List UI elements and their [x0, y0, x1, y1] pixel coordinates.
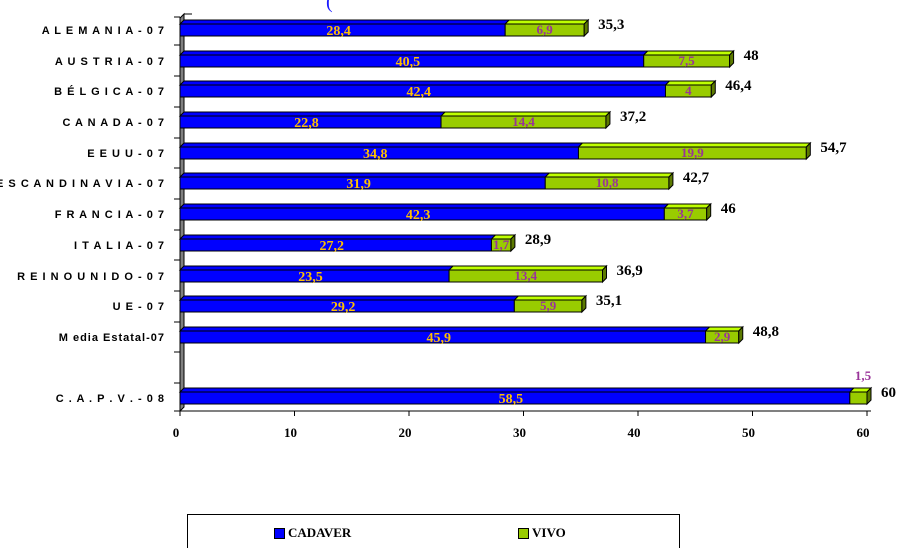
data-label-vivo: 4 [685, 83, 692, 98]
data-label-vivo: 7,5 [679, 53, 696, 68]
category-label: R E I N O U N I D O - 0 7 [17, 271, 165, 283]
data-label-total: 60 [881, 385, 896, 401]
bar-side-vivo-6 [706, 202, 712, 222]
category-label: B É L G I C A - 0 7 [54, 85, 165, 98]
category-label: E E U U - 0 7 [87, 148, 165, 160]
data-label-cadaver: 28,4 [326, 24, 351, 39]
legend-label-cadaver: CADAVER [288, 525, 352, 540]
bar-side-vivo-10 [738, 325, 744, 345]
bar-side-vivo-7 [510, 233, 516, 253]
category-label: E S C A N D I N A V I A - 0 7 [0, 178, 165, 190]
x-tick-label: 20 [399, 425, 412, 440]
data-label-vivo: 5,9 [540, 298, 557, 313]
data-label-total: 36,9 [617, 263, 643, 279]
x-tick-label: 30 [513, 425, 526, 440]
category-label: A L E M A N I A - 0 7 [42, 25, 165, 37]
data-label-vivo: 3,7 [677, 206, 694, 221]
bar-side-vivo-11 [866, 386, 872, 406]
data-label-vivo: 1,5 [855, 368, 872, 383]
data-label-cadaver: 22,8 [294, 116, 319, 131]
x-tick-label: 10 [284, 425, 297, 440]
bar-vivo-11 [849, 391, 868, 405]
data-label-vivo: 13,4 [514, 268, 537, 283]
data-label-total: 37,2 [620, 109, 646, 125]
data-label-cadaver: 42,3 [406, 208, 431, 223]
bar-side-vivo-3 [605, 110, 611, 130]
data-label-vivo: 14,4 [512, 114, 535, 129]
data-label-total: 28,9 [525, 232, 551, 248]
data-label-vivo: 10,8 [596, 175, 619, 190]
data-label-total: 46 [721, 201, 737, 217]
data-label-total: 48,8 [753, 324, 779, 340]
legend-item-vivo: VIVO [518, 525, 566, 541]
data-label-total: 42,7 [683, 170, 710, 186]
data-label-cadaver: 23,5 [298, 270, 323, 285]
data-label-vivo: 19,9 [681, 145, 704, 160]
data-label-total: 46,4 [725, 78, 752, 94]
chart-title-text: ( [326, 0, 333, 13]
x-axis: 0 10 20 30 40 50 60 [173, 410, 871, 440]
data-label-cadaver: 27,2 [319, 239, 344, 254]
data-label-cadaver: 29,2 [331, 300, 356, 315]
data-label-total: 35,1 [596, 293, 622, 309]
legend-label-vivo: VIVO [532, 525, 566, 540]
bar-side-vivo-4 [805, 141, 811, 161]
bar-side-vivo-8 [602, 264, 608, 284]
category-label: M edia Estatal-07 [59, 332, 165, 344]
bar-side-vivo-5 [668, 171, 674, 191]
data-label-cadaver: 40,5 [396, 55, 421, 70]
data-label-vivo: 1,7 [493, 237, 510, 252]
category-label: A U S T R I A - 0 7 [55, 56, 165, 68]
x-tick-label: 60 [857, 425, 870, 440]
data-label-cadaver: 45,9 [427, 331, 452, 346]
data-label-vivo: 2,9 [714, 329, 731, 344]
data-label-cadaver: 34,8 [363, 147, 388, 162]
category-label: F R A N C I A - 0 7 [55, 209, 165, 221]
data-label-total: 48 [744, 48, 759, 64]
legend-swatch-vivo [518, 527, 529, 539]
category-label: C . A . P . V . - 0 8 [56, 393, 165, 405]
category-labels: A L E M A N I A - 0 7 A U S T R I A - 0 7… [0, 16, 181, 412]
legend-swatch-cadaver [274, 527, 285, 539]
data-label-cadaver: 42,4 [406, 85, 431, 100]
bar-side-vivo-1 [729, 49, 735, 69]
bar-side-vivo-9 [581, 294, 587, 314]
x-tick-label: 50 [742, 425, 755, 440]
category-label: U E - 0 7 [113, 301, 165, 313]
category-label: I T A L I A - 0 7 [74, 240, 165, 252]
legend-item-cadaver: CADAVER [274, 525, 351, 541]
data-label-vivo: 6,9 [537, 22, 554, 37]
data-label-cadaver: 58,5 [499, 392, 524, 407]
bars-group: 28,4 6,9 35,3 40,5 7,5 48 42,4 4 46,4 22,8 14,4 37,… [178, 17, 896, 407]
x-tick-label: 0 [173, 425, 180, 440]
data-label-total: 54,7 [820, 140, 847, 156]
data-label-total: 35,3 [598, 17, 624, 33]
bar-side-vivo-2 [710, 79, 716, 99]
data-label-cadaver: 31,9 [346, 177, 371, 192]
chart-legend: CADAVER VIVO [187, 514, 680, 548]
bar-chart: ( 28,4 6,9 35,3 40,5 7,5 48 42,4 4 46,4 22,8 14,4 3… [0, 0, 896, 440]
category-label: C A N A D A - 0 7 [62, 117, 165, 129]
chart-title-fragment: ( [326, 0, 333, 13]
x-tick-label: 40 [628, 425, 641, 440]
bar-side-vivo-0 [583, 18, 589, 38]
